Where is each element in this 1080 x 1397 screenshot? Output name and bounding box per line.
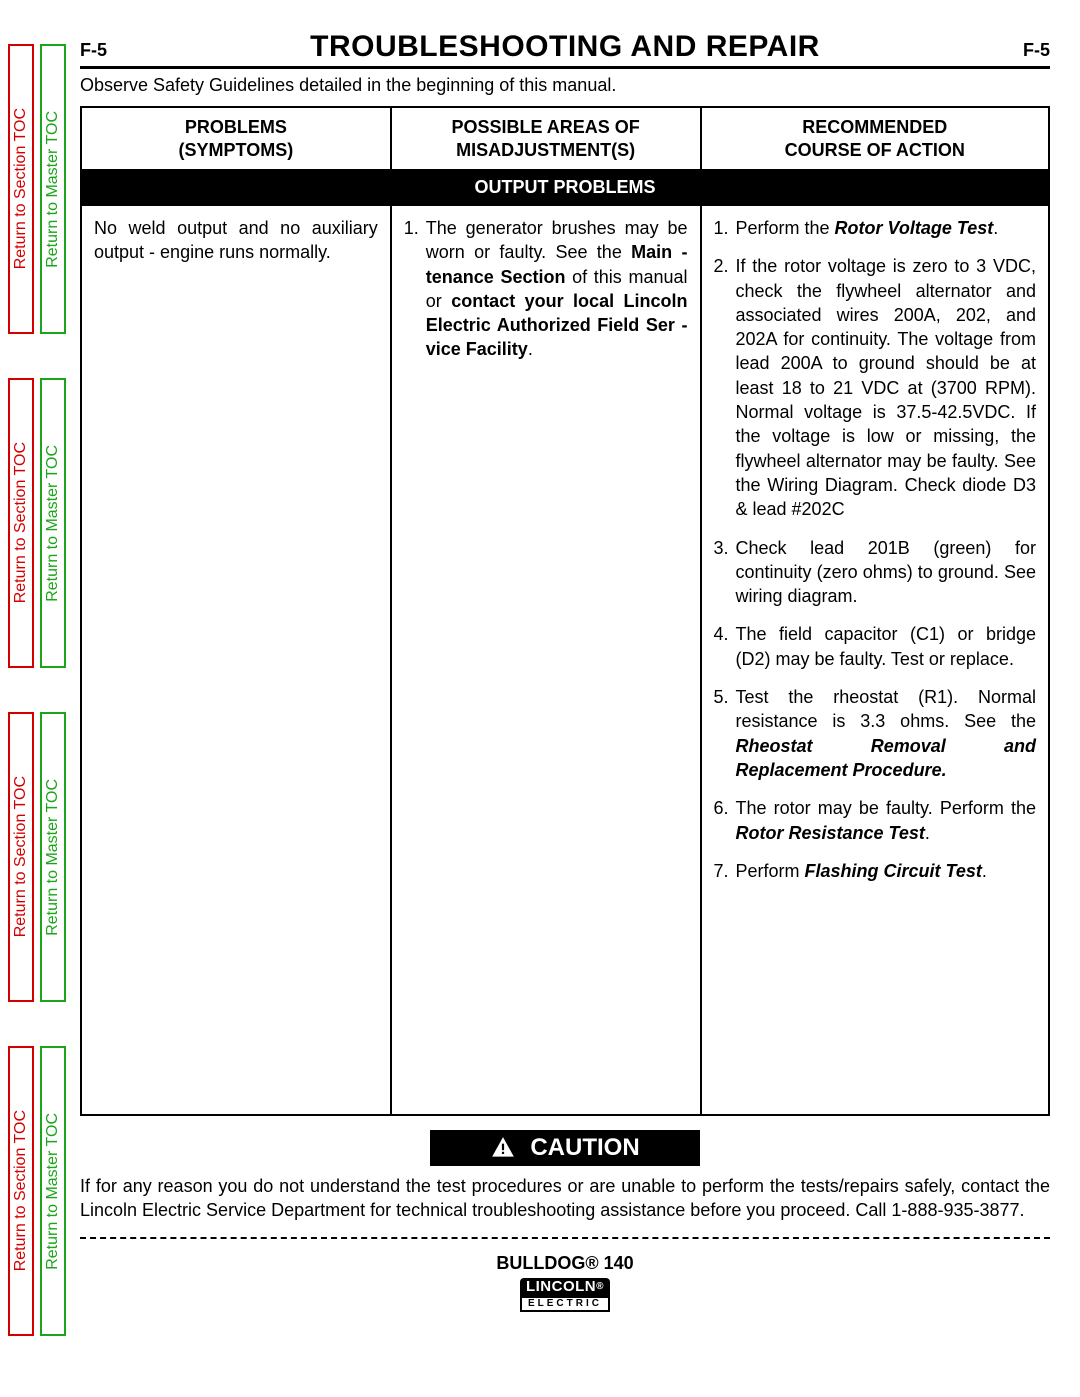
action-item: 2.If the rotor voltage is zero to 3 VDC,… — [714, 254, 1037, 521]
column-header: RECOMMENDEDCOURSE OF ACTION — [701, 107, 1050, 170]
page-title: TROUBLESHOOTING AND REPAIR — [310, 30, 820, 64]
page-footer: BULLDOG® 140 LINCOLN® ELECTRIC — [80, 1253, 1050, 1312]
return-section-toc-link[interactable]: Return to Section TOC — [8, 1046, 34, 1336]
page-label-left: F-5 — [80, 40, 107, 61]
page-label-right: F-5 — [1023, 40, 1050, 61]
misadjustment-item: 1.The generator brushes may be worn or f… — [404, 216, 688, 362]
misadjustments-cell: 1.The generator brushes may be worn or f… — [391, 205, 701, 1115]
action-item: 7.Perform Flashing Circuit Test. — [714, 859, 1037, 883]
actions-cell: 1.Perform the Rotor Voltage Test. 2.If th… — [701, 205, 1050, 1115]
return-section-toc-link[interactable]: Return to Section TOC — [8, 44, 34, 334]
return-section-toc-link[interactable]: Return to Section TOC — [8, 378, 34, 668]
problem-text: No weld output and no auxiliary output -… — [94, 216, 378, 265]
product-name: BULLDOG® 140 — [80, 1253, 1050, 1274]
lincoln-logo: LINCOLN® ELECTRIC — [520, 1278, 610, 1312]
column-header: POSSIBLE AREAS OFMISADJUSTMENT(S) — [391, 107, 701, 170]
section-heading: OUTPUT PROBLEMS — [81, 170, 1049, 205]
page-header: F-5 TROUBLESHOOTING AND REPAIR F-5 — [80, 30, 1050, 69]
action-item: 1.Perform the Rotor Voltage Test. — [714, 216, 1037, 240]
caution-banner: CAUTION — [430, 1130, 699, 1166]
table-header-row: PROBLEMS(SYMPTOMS)POSSIBLE AREAS OFMISAD… — [81, 107, 1049, 170]
return-master-toc-link[interactable]: Return to Master TOC — [40, 1046, 66, 1336]
action-item: 4.The field capacitor (C1) or bridge (D2… — [714, 622, 1037, 671]
action-item: 5.Test the rheostat (R1). Normal resista… — [714, 685, 1037, 782]
return-master-toc-link[interactable]: Return to Master TOC — [40, 378, 66, 668]
troubleshooting-table: PROBLEMS(SYMPTOMS)POSSIBLE AREAS OFMISAD… — [80, 106, 1050, 1116]
safety-note: Observe Safety Guidelines detailed in th… — [80, 75, 1050, 96]
caution-section: CAUTION If for any reason you do not und… — [80, 1130, 1050, 1239]
caution-text: If for any reason you do not understand … — [80, 1174, 1050, 1239]
problems-cell: No weld output and no auxiliary output -… — [81, 205, 391, 1115]
column-header: PROBLEMS(SYMPTOMS) — [81, 107, 391, 170]
return-section-toc-link[interactable]: Return to Section TOC — [8, 712, 34, 1002]
action-item: 3.Check lead 201B (green) for continuity… — [714, 536, 1037, 609]
warning-icon — [490, 1135, 516, 1161]
return-master-toc-link[interactable]: Return to Master TOC — [40, 712, 66, 1002]
return-master-toc-link[interactable]: Return to Master TOC — [40, 44, 66, 334]
caution-label: CAUTION — [530, 1134, 639, 1162]
action-item: 6.The rotor may be faulty. Perform the R… — [714, 796, 1037, 845]
